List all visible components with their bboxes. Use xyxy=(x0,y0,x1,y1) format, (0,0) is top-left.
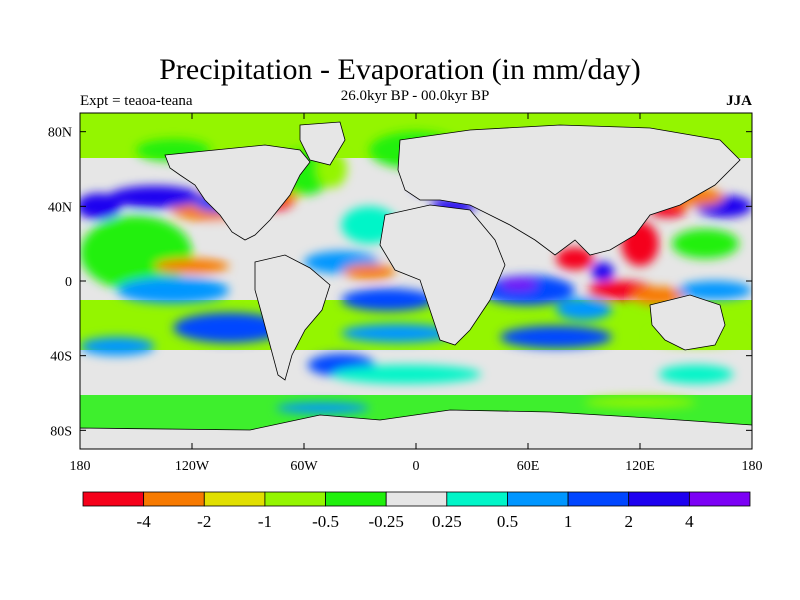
x-axis: 180 120W 60W 0 60E 120E 180 xyxy=(70,113,763,474)
colorbar-label: -2 xyxy=(197,512,211,531)
field-patch xyxy=(80,337,155,356)
colorbar-label: 1 xyxy=(564,512,573,531)
field-patch xyxy=(584,396,696,408)
colorbar-swatch xyxy=(82,491,145,507)
x-tick-label: 60E xyxy=(517,459,540,474)
x-tick-label: 0 xyxy=(413,459,420,474)
field-patch xyxy=(500,279,538,291)
field-patch xyxy=(343,264,396,280)
colorbar-label: -0.5 xyxy=(312,512,339,531)
field-patch xyxy=(677,281,752,300)
colorbar-swatch xyxy=(688,491,751,507)
y-tick-label: 80S xyxy=(50,424,72,439)
x-tick-label: 60W xyxy=(290,459,318,474)
map-plot-area xyxy=(79,112,753,450)
continent-australia xyxy=(649,294,726,351)
continent-eurasia xyxy=(397,124,741,256)
field-patch xyxy=(556,247,594,270)
field-patch xyxy=(117,277,230,304)
colorbar-label: 2 xyxy=(624,512,633,531)
colorbar-swatch xyxy=(507,491,569,507)
colorbar-swatch xyxy=(446,491,508,507)
continent-antarctica xyxy=(80,409,752,449)
colorbar-swatch xyxy=(385,491,448,507)
field-patch xyxy=(556,297,612,321)
field-patch xyxy=(108,185,202,209)
colorbar-swatch xyxy=(203,491,266,507)
field-patch xyxy=(671,228,739,259)
y-tick-label: 40S xyxy=(50,350,72,365)
colorbar-label: 4 xyxy=(685,512,694,531)
colorbar: -4 -2 -1 -0.5 -0.25 0.25 0.5 1 2 4 xyxy=(82,491,751,531)
colorbar-swatch xyxy=(143,491,205,507)
field-patch xyxy=(341,288,435,311)
continent-south-america xyxy=(254,254,331,381)
x-tick-label: 120E xyxy=(625,459,655,474)
colorbar-label: -4 xyxy=(137,512,152,531)
x-tick-label: 180 xyxy=(742,459,763,474)
y-tick-label: 0 xyxy=(65,275,72,290)
continent-greenland xyxy=(299,121,346,166)
field-patch xyxy=(80,193,122,220)
continent-north-america xyxy=(164,144,311,241)
plot-title: Precipitation - Evaporation (in mm/day) xyxy=(159,53,641,86)
y-tick-label: 40N xyxy=(48,200,72,215)
field-patch xyxy=(500,325,612,349)
field-patch xyxy=(80,215,192,291)
x-tick-label: 180 xyxy=(70,459,91,474)
colorbar-label: -0.25 xyxy=(368,512,403,531)
field-patch xyxy=(332,365,482,384)
field-patch xyxy=(173,312,286,343)
field-patch xyxy=(591,262,614,281)
field-patch xyxy=(154,258,230,274)
x-tick-label: 120W xyxy=(175,459,210,474)
colorbar-swatch xyxy=(325,491,387,507)
colorbar-label: -1 xyxy=(258,512,272,531)
y-tick-label: 80N xyxy=(48,126,72,141)
field-patch xyxy=(658,365,734,384)
field-patch xyxy=(276,402,370,414)
continents xyxy=(80,121,752,449)
plot-subtitle: 26.0kyr BP - 00.0kyr BP xyxy=(340,88,490,104)
colorbar-swatch xyxy=(264,491,326,507)
season-label: JJA xyxy=(726,93,752,109)
colorbar-swatch xyxy=(567,491,630,507)
y-axis: 80N 40N 0 40S 80S xyxy=(48,126,752,439)
continent-africa xyxy=(379,204,506,346)
colorbar-swatch xyxy=(628,491,690,507)
colorbar-label: 0.25 xyxy=(432,512,462,531)
colorbar-label: 0.5 xyxy=(497,512,518,531)
field-patch xyxy=(341,323,454,343)
experiment-label: Expt = teaoa-teana xyxy=(80,93,193,109)
